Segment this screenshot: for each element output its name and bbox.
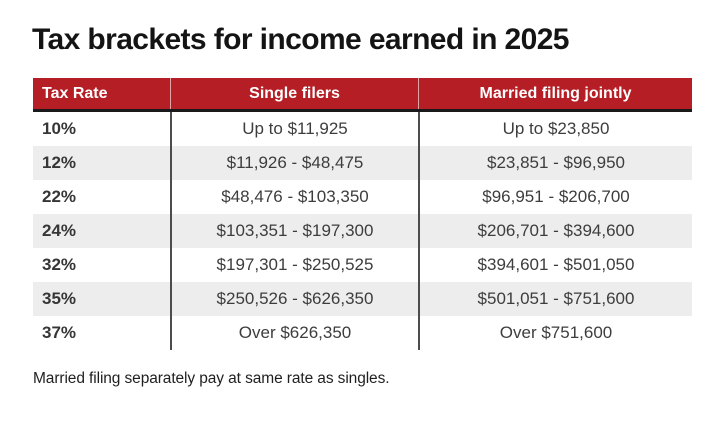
table-body: 10% Up to $11,925 Up to $23,850 12% $11,… [33,112,692,350]
single-filers-cell: $48,476 - $103,350 [170,180,418,214]
married-filing-jointly-cell: $96,951 - $206,700 [418,180,692,214]
tax-rate-cell: 12% [42,153,77,172]
single-filers-cell: Over $626,350 [170,316,418,350]
tax-rate-cell: 32% [42,255,77,274]
single-filers-cell: $11,926 - $48,475 [170,146,418,180]
single-filers-cell: $250,526 - $626,350 [170,282,418,316]
header-cell-single-filers: Single filers [170,78,418,109]
table-row: 22% $48,476 - $103,350 $96,951 - $206,70… [33,180,692,214]
tax-rate-cell: 35% [42,289,77,308]
tax-brackets-table: Tax Rate Single filers Married filing jo… [33,78,692,350]
table-row: 12% $11,926 - $48,475 $23,851 - $96,950 [33,146,692,180]
table-row: 32% $197,301 - $250,525 $394,601 - $501,… [33,248,692,282]
table-row: 10% Up to $11,925 Up to $23,850 [33,112,692,146]
table-row: 35% $250,526 - $626,350 $501,051 - $751,… [33,282,692,316]
tax-rate-cell: 10% [42,119,77,138]
footnote: Married filing separately pay at same ra… [33,370,390,387]
married-filing-jointly-cell: $23,851 - $96,950 [418,146,692,180]
married-filing-jointly-cell: $394,601 - $501,050 [418,248,692,282]
header-cell-tax-rate: Tax Rate [42,84,108,102]
page-title: Tax brackets for income earned in 2025 [32,23,569,56]
tax-rate-cell: 37% [42,323,77,342]
single-filers-cell: $103,351 - $197,300 [170,214,418,248]
tax-rate-cell: 22% [42,187,77,206]
married-filing-jointly-cell: Over $751,600 [418,316,692,350]
table-row: 37% Over $626,350 Over $751,600 [33,316,692,350]
table-header-row: Tax Rate Single filers Married filing jo… [33,78,692,112]
married-filing-jointly-cell: Up to $23,850 [418,112,692,146]
married-filing-jointly-cell: $206,701 - $394,600 [418,214,692,248]
tax-rate-cell: 24% [42,221,77,240]
table-row: 24% $103,351 - $197,300 $206,701 - $394,… [33,214,692,248]
header-cell-married-filing-jointly: Married filing jointly [418,78,692,109]
single-filers-cell: $197,301 - $250,525 [170,248,418,282]
married-filing-jointly-cell: $501,051 - $751,600 [418,282,692,316]
single-filers-cell: Up to $11,925 [170,112,418,146]
